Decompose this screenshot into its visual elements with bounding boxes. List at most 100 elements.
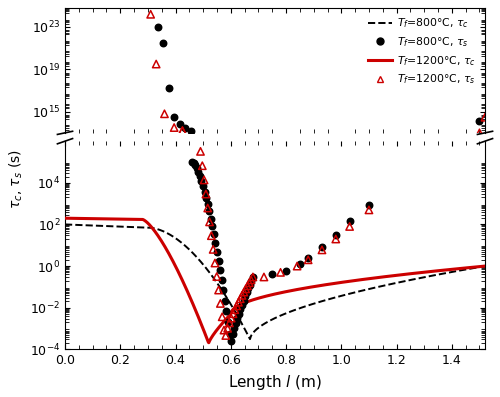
Point: [304, 256, 312, 263]
Point: [218, 314, 226, 320]
Point: [282, 268, 290, 274]
Point: [318, 244, 326, 251]
Point: [159, 40, 167, 46]
Point: [176, 121, 184, 127]
Point: [200, 189, 208, 195]
Point: [231, 306, 239, 313]
Point: [190, 160, 198, 166]
Point: [226, 320, 234, 326]
Point: [208, 223, 216, 229]
Point: [240, 289, 248, 295]
Point: [199, 183, 207, 189]
Point: [346, 218, 354, 224]
Point: [227, 338, 235, 344]
Point: [365, 207, 373, 213]
Point: [247, 277, 255, 283]
Point: [232, 320, 239, 326]
Point: [146, 11, 154, 17]
Point: [216, 267, 224, 274]
Point: [216, 300, 224, 306]
Point: [241, 293, 249, 300]
Point: [242, 286, 250, 292]
Point: [235, 310, 243, 317]
Point: [238, 292, 246, 299]
Point: [181, 124, 189, 131]
Point: [228, 331, 236, 337]
Point: [236, 306, 244, 312]
Point: [213, 249, 221, 255]
Point: [224, 325, 232, 331]
Point: [232, 303, 240, 309]
Point: [249, 274, 257, 280]
Point: [365, 201, 373, 208]
Point: [206, 219, 214, 225]
Point: [206, 208, 214, 214]
Point: [236, 295, 244, 302]
Point: [224, 319, 232, 326]
Point: [318, 247, 326, 253]
Point: [154, 24, 162, 30]
Point: [164, 85, 172, 92]
Point: [214, 258, 222, 264]
Point: [198, 162, 206, 169]
Point: [211, 260, 219, 266]
Point: [214, 287, 222, 293]
Point: [204, 201, 212, 208]
Point: [186, 127, 194, 134]
Point: [242, 289, 250, 295]
Point: [238, 302, 246, 308]
Point: [202, 195, 210, 201]
Point: [244, 283, 252, 289]
Point: [152, 61, 160, 67]
Point: [218, 277, 226, 283]
Point: [194, 169, 202, 175]
Point: [204, 205, 212, 211]
Point: [346, 223, 354, 229]
Point: [198, 177, 205, 184]
Point: [230, 325, 238, 331]
Point: [234, 299, 242, 305]
Point: [220, 327, 228, 333]
Point: [196, 148, 204, 154]
Point: [240, 297, 248, 304]
Point: [304, 254, 312, 261]
Point: [227, 315, 235, 321]
Point: [196, 173, 204, 179]
Point: [246, 281, 254, 288]
Point: [248, 278, 256, 284]
Point: [244, 285, 252, 292]
Point: [260, 274, 268, 280]
Point: [213, 274, 221, 280]
Point: [234, 315, 241, 322]
Point: [268, 271, 276, 278]
Point: [178, 127, 186, 134]
Point: [229, 310, 237, 317]
Point: [170, 124, 178, 131]
Point: [170, 114, 178, 120]
Point: [191, 162, 199, 168]
Point: [222, 332, 230, 339]
Point: [193, 165, 201, 172]
Point: [276, 269, 284, 276]
Point: [209, 246, 217, 252]
Point: [200, 177, 208, 183]
Point: [296, 261, 304, 268]
Point: [160, 111, 168, 117]
Text: $\tau_c$, $\tau_s$ (s): $\tau_c$, $\tau_s$ (s): [8, 148, 25, 209]
Point: [207, 216, 215, 222]
Point: [246, 279, 254, 286]
Point: [332, 232, 340, 239]
Point: [222, 308, 230, 314]
Point: [188, 159, 196, 165]
Point: [293, 263, 301, 269]
Point: [208, 233, 216, 239]
Point: [220, 287, 228, 293]
Point: [221, 297, 229, 304]
Point: [178, 127, 186, 134]
X-axis label: Length $l$ (m): Length $l$ (m): [228, 373, 322, 392]
Legend: $T_f$=800°C, $\tau_c$, $T_f$=800°C, $\tau_s$, $T_f$=1200°C, $\tau_c$, $T_f$=1200: $T_f$=800°C, $\tau_c$, $T_f$=800°C, $\ta…: [365, 13, 480, 90]
Point: [332, 236, 340, 242]
Point: [226, 330, 234, 337]
Point: [202, 191, 210, 197]
Point: [249, 274, 257, 280]
